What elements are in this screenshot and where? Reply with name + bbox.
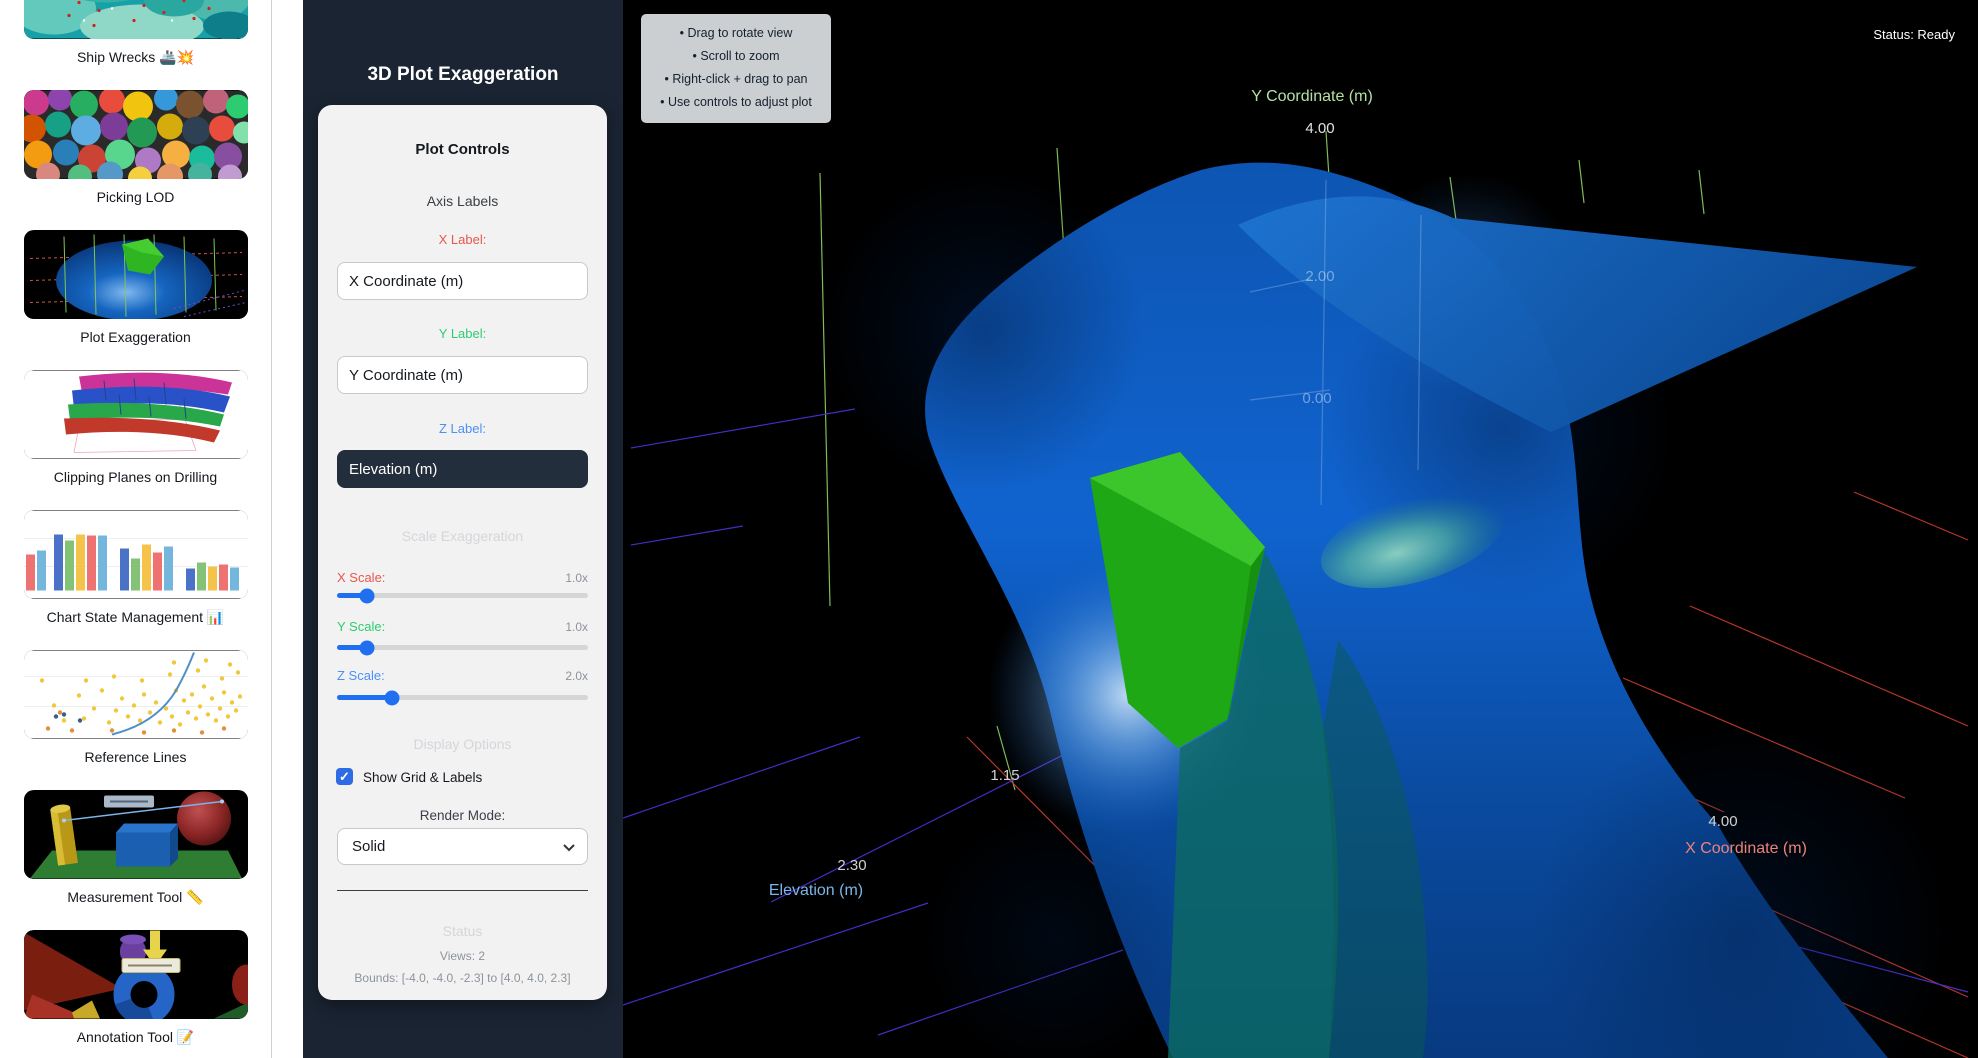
plot-exaggeration-thumbnail <box>23 230 248 319</box>
y-scale-label: Y Scale: <box>337 619 386 634</box>
x-scale-slider-fill <box>337 593 368 598</box>
y-scale-slider-thumb[interactable] <box>359 640 375 655</box>
chevron-down-icon <box>563 844 575 852</box>
z-scale-row: Z Scale: 2.0x <box>337 668 588 683</box>
card-title: Plot Controls <box>415 141 510 158</box>
y-scale-value: 1.0x <box>565 620 588 634</box>
z-scale-label: Z Scale: <box>337 668 385 683</box>
section-divider <box>337 890 588 891</box>
sidebar-item-label: Measurement Tool 📏 <box>67 889 204 905</box>
sidebar-item-ship-wrecks[interactable]: Ship Wrecks 🚢💥 <box>0 0 271 90</box>
sidebar-item-chart-state[interactable]: Chart State Management 📊 <box>0 510 271 650</box>
y-scale-slider-fill <box>337 645 368 650</box>
y-scale-slider[interactable] <box>337 640 588 655</box>
surface-tick-0: 0.00 <box>1302 390 1331 407</box>
green-prism-edge <box>1227 547 1265 720</box>
z-scale-slider-thumb[interactable] <box>384 690 400 705</box>
status-badge: Status: Ready <box>1873 27 1955 42</box>
shading-dark-lower <box>1443 630 1978 1058</box>
sidebar-item-picking-lod[interactable]: Picking LOD <box>0 90 271 230</box>
sidebar-item-clipping-planes[interactable]: Clipping Planes on Drilling <box>0 370 271 510</box>
sidebar-item-measurement-tool[interactable]: Measurement Tool 📏 <box>0 790 271 930</box>
control-panel: 3D Plot Exaggeration Plot Controls Axis … <box>303 0 623 1058</box>
render-mode-value: Solid <box>352 838 386 855</box>
3d-scene: Y Coordinate (m) 4.00 2.00 0.00 1.15 2.3… <box>623 0 1978 1058</box>
demo-gallery-sidebar: Ship Wrecks 🚢💥 <box>0 0 272 1058</box>
sidebar-item-label: Clipping Planes on Drilling <box>53 469 218 485</box>
sidebar-item-annotation-tool[interactable]: Annotation Tool 📝 <box>0 930 271 1058</box>
teal-patch <box>1320 491 1506 589</box>
sidebar-item-label: Annotation Tool 📝 <box>76 1029 195 1045</box>
reference-lines-thumbnail <box>23 650 248 739</box>
page-title: 3D Plot Exaggeration <box>367 64 559 85</box>
sidebar-item-label: Plot Exaggeration <box>80 329 191 345</box>
sidebar-item-label: Reference Lines <box>84 749 187 765</box>
measurement-tool-thumbnail <box>23 790 248 879</box>
x-axis-title: X Coordinate (m) <box>1685 840 1807 857</box>
show-grid-checkbox-label: Show Grid & Labels <box>363 770 483 785</box>
z-scale-slider[interactable] <box>337 690 588 705</box>
plot-controls-card: Plot Controls Axis Labels X Label: Y Lab… <box>318 105 607 1000</box>
y-axis-title: Y Coordinate (m) <box>1251 88 1373 105</box>
annotation-tool-thumbnail <box>23 930 248 1019</box>
display-options-heading: Display Options <box>413 736 512 752</box>
sidebar-item-label: Chart State Management 📊 <box>46 609 225 625</box>
z-scale-value: 2.0x <box>565 669 588 683</box>
y-label-input[interactable] <box>337 356 588 394</box>
instruction-line: • Right-click + drag to pan <box>664 72 808 86</box>
demo-thumb-list: Ship Wrecks 🚢💥 <box>0 0 271 1058</box>
shading-dark-upper <box>753 100 1213 560</box>
picking-lod-thumbnail <box>23 90 248 179</box>
x-label-input[interactable] <box>337 262 588 300</box>
y-scale-row: Y Scale: 1.0x <box>337 619 588 634</box>
surface-tick-2: 2.00 <box>1305 268 1334 285</box>
instruction-line: • Use controls to adjust plot <box>660 95 812 109</box>
x-scale-value: 1.0x <box>565 571 588 585</box>
chart-state-thumbnail <box>23 510 248 599</box>
ship-wrecks-thumbnail <box>23 0 248 39</box>
scale-exaggeration-heading: Scale Exaggeration <box>401 528 524 544</box>
sidebar-item-label: Ship Wrecks 🚢💥 <box>76 49 195 65</box>
x-label-caption: X Label: <box>438 232 487 247</box>
x-axis-tick: 4.00 <box>1708 813 1737 830</box>
z-axis-tick-lower: 2.30 <box>837 857 866 874</box>
z-axis-tick-upper: 1.15 <box>990 767 1019 784</box>
z-axis-title: Elevation (m) <box>769 882 863 899</box>
wing-plane-surface <box>1238 196 1917 432</box>
green-prism-top <box>1090 452 1265 566</box>
views-count: Views: 2 <box>439 949 486 963</box>
render-mode-select[interactable]: Solid <box>337 828 588 865</box>
sidebar-item-plot-exaggeration[interactable]: Plot Exaggeration <box>0 230 271 370</box>
x-scale-slider[interactable] <box>337 588 588 603</box>
bounds-readout: Bounds: [-4.0, -4.0, -2.3] to [4.0, 4.0,… <box>354 971 571 985</box>
z-scale-slider-fill <box>337 695 393 700</box>
teal-band-secondary <box>1323 640 1428 1058</box>
axis-labels-heading: Axis Labels <box>426 193 499 209</box>
viewport-instructions: • Drag to rotate view • Scroll to zoom •… <box>641 14 831 123</box>
sidebar-item-label: Picking LOD <box>96 189 175 205</box>
plot-canvas[interactable]: Y Coordinate (m) 4.00 2.00 0.00 1.15 2.3… <box>623 0 1978 1058</box>
surface-gridlines <box>1249 179 1422 506</box>
instruction-line: • Drag to rotate view <box>679 26 793 40</box>
show-grid-checkbox[interactable] <box>336 768 353 785</box>
x-scale-row: X Scale: 1.0x <box>337 570 588 585</box>
instruction-line: • Scroll to zoom <box>692 49 780 63</box>
status-heading: Status <box>442 923 483 939</box>
x-scale-slider-thumb[interactable] <box>359 588 375 603</box>
sidebar-item-reference-lines[interactable]: Reference Lines <box>0 650 271 790</box>
z-label-input[interactable] <box>337 450 588 488</box>
x-scale-label: X Scale: <box>337 570 386 585</box>
clipping-planes-thumbnail <box>23 370 248 459</box>
teal-band <box>1168 552 1339 1058</box>
z-label-caption: Z Label: <box>439 421 486 436</box>
y-axis-tick: 4.00 <box>1305 120 1334 137</box>
render-mode-caption: Render Mode: <box>419 808 506 823</box>
y-label-caption: Y Label: <box>438 326 487 341</box>
